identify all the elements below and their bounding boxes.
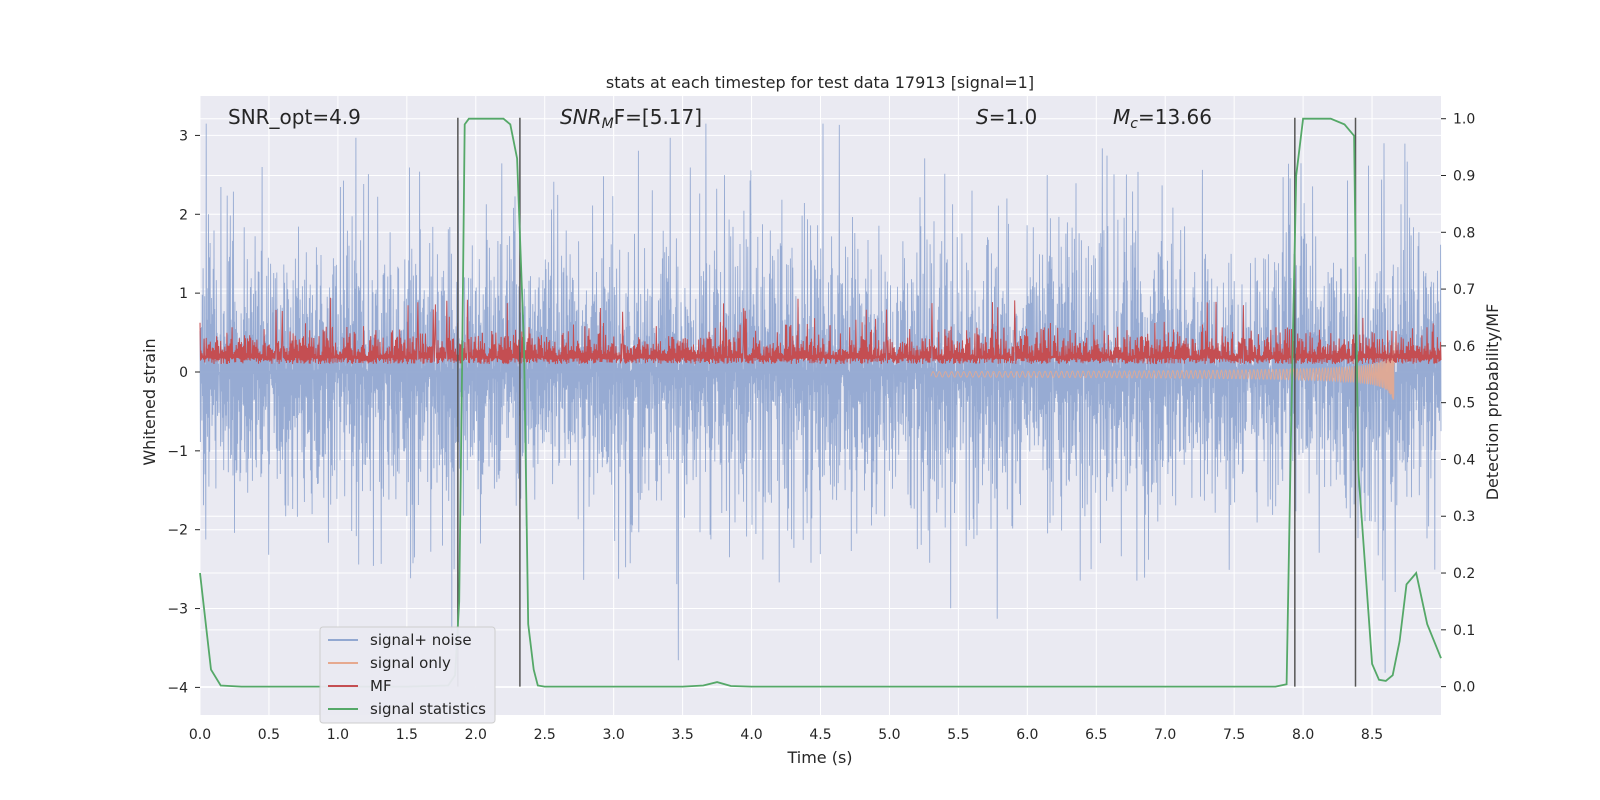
x-tick-label: 0.5 — [258, 727, 280, 743]
legend: signal+ noise signal only MF signal stat… — [319, 626, 496, 724]
snr-mf-suffix: F=[5.17] — [614, 105, 702, 129]
y-axis-label: Whitened strain — [140, 338, 159, 465]
x-axis-label: Time (s) — [786, 748, 852, 767]
mc-value: =13.66 — [1138, 105, 1212, 129]
x-tick-label: 6.0 — [1016, 727, 1038, 743]
mf-line — [199, 297, 1442, 365]
x-tick-label: 1.5 — [396, 727, 418, 743]
x-tick-label: 4.5 — [809, 727, 831, 743]
y-ticks-left: 3 2 1 0 −1 −2 −3 −4 — [167, 128, 200, 696]
y-right-tick-label: 0.0 — [1453, 680, 1475, 696]
x-tick-label: 7.0 — [1154, 727, 1176, 743]
y-right-tick-label: 1.0 — [1453, 112, 1475, 128]
annotation-snr-opt: SNR_opt=4.9 — [228, 105, 361, 129]
x-tick-label: 4.0 — [740, 727, 762, 743]
y-right-tick-label: 0.9 — [1453, 169, 1475, 185]
legend-label-mf: MF — [370, 677, 392, 695]
x-tick-label: 7.5 — [1223, 727, 1245, 743]
snr-mf-prefix: SNR — [560, 105, 602, 129]
x-tick-label: 1.0 — [327, 727, 349, 743]
y-tick-label: −4 — [167, 680, 188, 696]
s-var: S — [976, 105, 989, 129]
x-tick-label: 8.5 — [1361, 727, 1383, 743]
x-ticks: 0.0 0.5 1.0 1.5 2.0 2.5 3.0 3.5 4.0 4.5 5.0 5.5 6.0 6… — [189, 727, 1383, 743]
y-right-tick-label: 0.3 — [1453, 509, 1475, 525]
s-value: =1.0 — [989, 105, 1038, 129]
y-right-tick-label: 0.8 — [1453, 225, 1475, 241]
y-right-tick-label: 0.2 — [1453, 566, 1475, 582]
legend-box — [319, 626, 496, 724]
y-tick-label: 2 — [179, 207, 188, 223]
x-tick-label: 2.5 — [534, 727, 556, 743]
chart-title: stats at each timestep for test data 179… — [606, 73, 1034, 92]
signal-noise-line — [199, 123, 1442, 673]
y-right-tick-label: 0.4 — [1453, 452, 1475, 468]
annotation-mc: Mc=13.66 — [1113, 105, 1212, 132]
x-tick-label: 2.0 — [465, 727, 487, 743]
y-tick-label: −3 — [167, 602, 188, 618]
y-tick-label: −1 — [167, 444, 188, 460]
y-right-axis-label: Detection probability/MF — [1483, 304, 1502, 501]
x-tick-label: 3.5 — [671, 727, 693, 743]
y-tick-label: 1 — [179, 286, 188, 302]
signal-noise-series — [199, 123, 1442, 673]
x-tick-label: 5.0 — [878, 727, 900, 743]
y-tick-label: 3 — [179, 128, 188, 144]
signal-only-line — [930, 342, 1395, 400]
legend-label-signal-statistics: signal statistics — [370, 700, 486, 718]
mf-series — [199, 297, 1442, 365]
legend-label-signal-noise: signal+ noise — [370, 631, 472, 649]
x-tick-label: 5.5 — [947, 727, 969, 743]
x-tick-label: 6.5 — [1085, 727, 1107, 743]
mc-var: M — [1113, 105, 1130, 129]
legend-label-signal-only: signal only — [370, 654, 451, 672]
y-right-tick-label: 0.1 — [1453, 623, 1475, 639]
y-right-tick-label: 0.6 — [1453, 339, 1475, 355]
y-right-tick-label: 0.5 — [1453, 396, 1475, 412]
x-tick-label: 0.0 — [189, 727, 211, 743]
y-ticks-right: 1.0 0.9 0.8 0.7 0.6 0.5 0.4 0.3 0.2 0.1 0.0 — [1441, 112, 1475, 696]
annotation-s: S=1.0 — [976, 105, 1037, 129]
x-tick-label: 8.0 — [1292, 727, 1314, 743]
y-tick-label: −2 — [167, 523, 188, 539]
y-right-tick-label: 0.7 — [1453, 282, 1475, 298]
annotation-snr-mf: SNRMF=[5.17] — [560, 105, 702, 132]
x-tick-label: 3.0 — [603, 727, 625, 743]
y-tick-label: 0 — [179, 365, 188, 381]
signal-only-series — [930, 342, 1395, 400]
snr-mf-sub: M — [602, 116, 614, 132]
mc-sub: c — [1130, 116, 1138, 132]
